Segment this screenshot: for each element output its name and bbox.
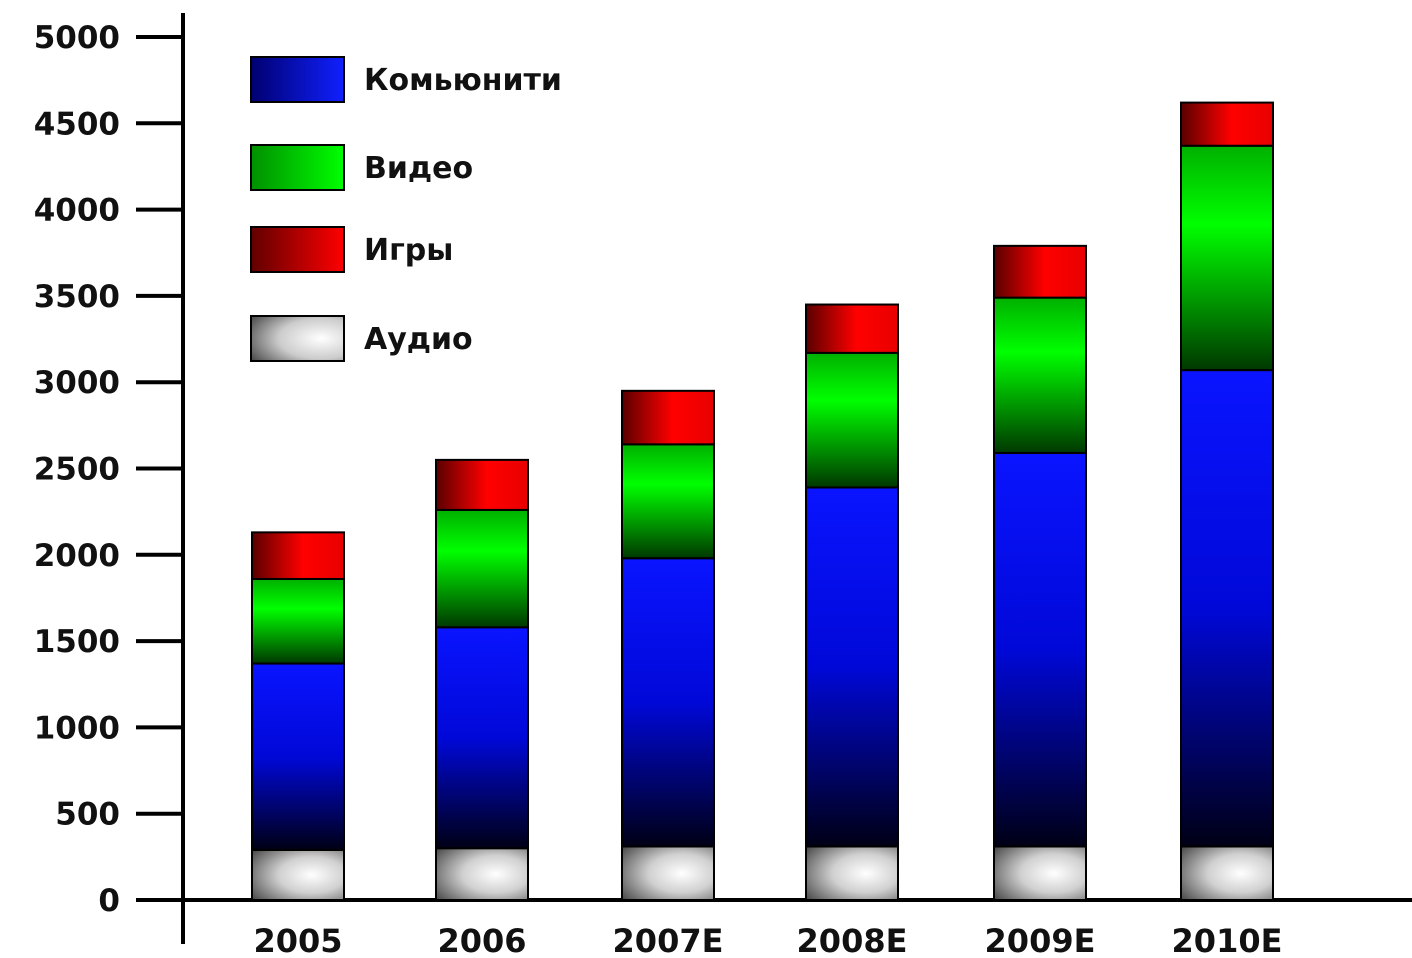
legend-label: Аудио [364,322,473,357]
legend-swatch [250,144,345,191]
x-tick-label: 2006 [437,922,526,958]
bars [251,101,1274,902]
bar-segment [621,389,715,446]
y-tick-label: 4500 [34,106,120,142]
bar-segment [1180,845,1274,902]
legend-label: Видео [364,151,473,186]
bar-segment [435,508,529,629]
y-tick-label: 2000 [34,538,120,574]
y-tick-label: 3000 [34,365,120,401]
bar-segment [435,847,529,901]
legend-swatch [250,315,345,362]
bar-segment [993,296,1087,454]
x-axis-labels: 2005 2006 2007E 2008E 2009E 2010E [253,922,1282,958]
bar-segment [993,845,1087,902]
bar-segment [251,531,345,580]
legend: Комьюнити Видео Игры Аудио [250,56,562,362]
legend-swatch [250,56,345,103]
bar-segment [1180,101,1274,147]
bar-segment [251,848,345,901]
bar-segment [251,577,345,665]
bar-segment [1180,369,1274,848]
bar-segment [805,486,899,848]
bar-segment [251,662,345,851]
bar-segment [993,244,1087,299]
y-tick-label: 0 [98,883,120,919]
bar-segment [621,845,715,902]
x-tick-label: 2005 [253,922,342,958]
bar-segment [621,443,715,560]
y-tick-label: 5000 [34,20,120,56]
x-tick-label: 2007E [613,922,724,958]
legend-swatch [250,226,345,273]
legend-label: Комьюнити [364,63,562,98]
x-tick-label: 2008E [797,922,908,958]
bar-segment [435,458,529,511]
x-tick-label: 2010E [1172,922,1283,958]
y-tick-label: 500 [55,797,120,833]
y-tick-label: 3500 [34,279,120,315]
y-tick-label: 2500 [34,452,120,488]
y-tick-label: 1500 [34,624,120,660]
bar-segment [805,351,899,489]
bar-segment [805,303,899,354]
y-tick-label: 1000 [34,710,120,746]
y-axis-ticks: 0 500 1000 1500 2000 2500 3000 3500 4000 4500 5000 [34,20,183,919]
y-tick-label: 4000 [34,193,120,229]
legend-label: Игры [364,233,453,268]
x-tick-label: 2009E [985,922,1096,958]
bar-segment [993,451,1087,848]
bar-segment [805,845,899,902]
bar-segment [1180,144,1274,372]
bar-segment [621,557,715,848]
bar-segment [435,626,529,850]
